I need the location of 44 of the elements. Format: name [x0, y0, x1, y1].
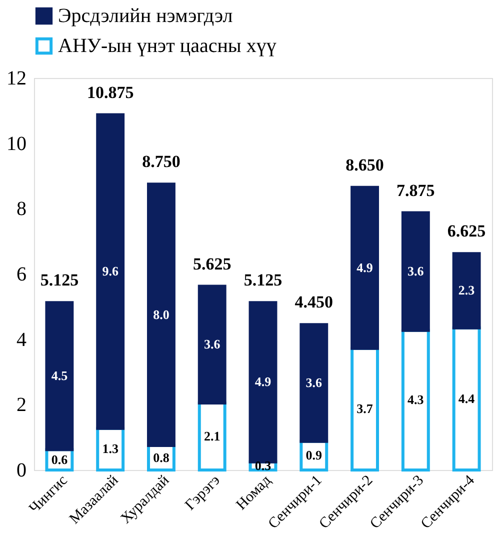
y-tick-label: 8	[16, 198, 26, 220]
data-label: 0.9	[306, 448, 323, 463]
total-label: 5.625	[192, 254, 232, 274]
data-label: 4.9	[254, 374, 272, 390]
legend-label: АНУ-ын үнэт цаасны хүү	[58, 35, 276, 57]
total-label: 7.875	[396, 180, 435, 200]
total-label: 8.750	[142, 152, 180, 172]
bar	[198, 284, 226, 405]
y-tick-label: 2	[16, 394, 26, 416]
data-label: 4.9	[356, 260, 374, 275]
total-label: 8.650	[346, 155, 384, 174]
legend-label: Эрсдэлийн нэмэгдэл	[58, 5, 233, 27]
bar	[300, 323, 328, 443]
total-label: 4.450	[294, 292, 334, 312]
data-label: 0.8	[153, 450, 170, 465]
bar	[45, 301, 74, 452]
bar	[350, 186, 379, 350]
data-label: 2.1	[204, 428, 220, 444]
total-label: 10.875	[86, 82, 134, 102]
data-label: 1.3	[102, 441, 119, 456]
y-tick-label: 12	[6, 68, 26, 90]
data-label: 3.6	[306, 375, 323, 390]
y-tick-label: 10	[6, 132, 26, 155]
data-label: 8.0	[153, 306, 170, 322]
y-tick-label: 4	[16, 328, 26, 351]
data-label: 4.4	[458, 390, 476, 406]
data-label: 4.3	[408, 392, 424, 408]
data-label: 9.6	[102, 264, 119, 279]
bar	[198, 402, 226, 472]
data-label: 3.7	[356, 401, 374, 416]
data-label: 2.3	[458, 282, 476, 298]
bar	[452, 252, 481, 330]
data-label: 0.6	[51, 452, 68, 467]
data-label: 3.6	[408, 264, 424, 279]
y-tick-label: 0	[16, 460, 26, 482]
y-tick-label: 6	[16, 264, 26, 286]
bar	[147, 182, 176, 447]
total-label: 6.625	[447, 222, 486, 241]
data-label: 4.5	[51, 368, 68, 384]
data-label: 3.6	[204, 336, 221, 352]
total-label: 5.125	[40, 270, 79, 290]
total-label: 5.125	[244, 270, 282, 290]
bar	[96, 113, 125, 430]
bar	[401, 211, 430, 332]
